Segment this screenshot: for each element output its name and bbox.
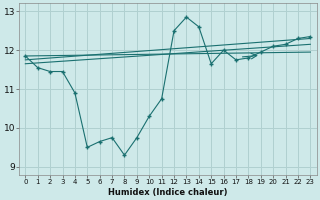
X-axis label: Humidex (Indice chaleur): Humidex (Indice chaleur) (108, 188, 228, 197)
